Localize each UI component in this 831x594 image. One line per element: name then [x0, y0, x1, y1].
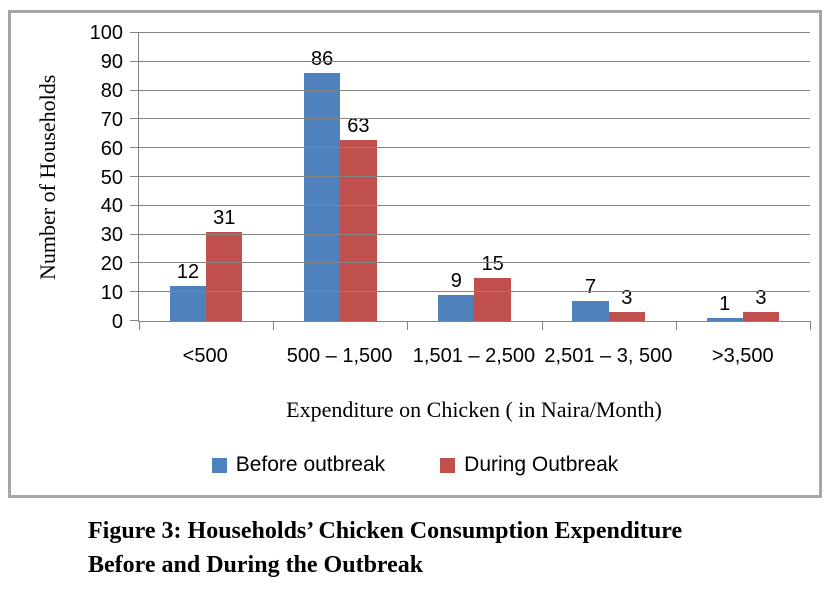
- legend: Before outbreak During Outbreak: [11, 453, 819, 477]
- data-label: 31: [213, 206, 236, 229]
- bars-row: 12 31 86 63 9 15 7 3 1 3: [139, 33, 810, 321]
- y-axis-tick-label: 40: [100, 195, 123, 218]
- gridline: [139, 32, 810, 33]
- legend-item: During Outbreak: [440, 453, 618, 477]
- data-label: 9: [450, 270, 462, 293]
- y-axis-tick-label: 0: [111, 311, 123, 333]
- x-axis-tick: [675, 321, 677, 330]
- data-label: 1: [719, 293, 731, 316]
- data-label: 7: [584, 275, 597, 298]
- y-axis-tick: [130, 262, 139, 264]
- legend-label: Before outbreak: [235, 453, 386, 476]
- y-axis-tick: [130, 89, 139, 91]
- y-axis-tick-label: 90: [100, 50, 123, 73]
- y-axis-tick-label: 10: [100, 282, 123, 305]
- x-axis-tick: [139, 321, 140, 330]
- y-axis-tick-label: 80: [100, 79, 123, 102]
- gridline: [139, 60, 810, 62]
- x-axis-title: Expenditure on Chicken ( in Naira/Month): [286, 397, 662, 422]
- figure-caption-line-1: Figure 3: Households’ Chicken Consumptio…: [88, 518, 683, 544]
- data-label: 15: [481, 252, 504, 275]
- x-axis-tick-labels: <500 500 – 1,500 1,501 – 2,500 2,501 – 3, 5…: [138, 345, 810, 368]
- gridline: [139, 233, 810, 235]
- y-axis-tick-labels: 0 10 20 30 40 50 60 70 80 90 100: [67, 23, 123, 332]
- y-axis-tick: [130, 60, 139, 62]
- y-axis-tick: [130, 32, 139, 33]
- bar: 15: [474, 254, 511, 321]
- legend-swatch-icon: [440, 457, 456, 473]
- gridline: [139, 262, 810, 264]
- data-label: 3: [621, 287, 633, 310]
- x-axis-tick: [407, 321, 409, 330]
- legend-swatch-icon: [211, 457, 227, 473]
- gridline: [139, 291, 810, 293]
- y-axis-tick-label: 100: [89, 22, 123, 44]
- y-axis-tick: [130, 147, 139, 149]
- data-label: 63: [347, 114, 370, 137]
- y-axis-tick-label: 60: [100, 137, 123, 160]
- data-label: 12: [176, 261, 200, 284]
- y-axis-title: Number of Households: [35, 74, 60, 281]
- y-axis-tick-label: 30: [100, 224, 123, 247]
- x-axis-tick: [541, 321, 543, 330]
- x-axis-tick: [810, 321, 811, 330]
- category-group: 12 31: [139, 33, 273, 321]
- plot-area: 12 31 86 63 9 15 7 3 1 3: [130, 32, 811, 330]
- y-axis-tick: [130, 320, 139, 321]
- y-axis-tick: [130, 176, 139, 177]
- y-axis-tick-label: 20: [100, 253, 123, 276]
- gridline: [139, 204, 810, 206]
- y-axis-tick: [130, 204, 139, 206]
- category-group: 9 15: [407, 33, 541, 321]
- bar: 9: [438, 271, 475, 321]
- bar: 1: [706, 294, 743, 321]
- chart-frame: Number of Households 0 10 20 30 40 50 60 70 80 90…: [8, 10, 822, 498]
- data-label: 3: [755, 287, 767, 310]
- y-axis-tick-label: 50: [100, 166, 123, 189]
- legend-label: During Outbreak: [464, 453, 619, 476]
- bar: 63: [340, 116, 377, 321]
- y-axis-tick: [130, 291, 139, 293]
- gridline: [139, 118, 810, 120]
- y-axis-tick: [130, 233, 139, 235]
- y-axis-tick-label: 70: [100, 108, 123, 131]
- x-axis-tick-label: >3,500: [711, 345, 774, 367]
- gridline: [139, 176, 810, 177]
- x-axis-tick-label: 2,501 – 3, 500: [544, 345, 673, 367]
- bar: 31: [206, 208, 243, 321]
- bar: 3: [742, 288, 780, 321]
- x-axis-tick-label: 1,501 – 2,500: [412, 345, 536, 367]
- figure-caption: Figure 3: Households’ Chicken Consumptio…: [88, 514, 798, 582]
- category-group: 86 63: [273, 33, 407, 321]
- gridline: [139, 147, 810, 149]
- figure-caption-line-2: Before and During the Outbreak: [88, 552, 424, 578]
- bar: 3: [608, 288, 645, 321]
- gridline: [139, 89, 810, 91]
- bar: 86: [304, 49, 341, 321]
- y-axis-tick: [130, 118, 139, 120]
- x-axis-tick: [273, 321, 275, 330]
- bar: 12: [169, 262, 207, 321]
- x-axis-tick-label: <500: [182, 345, 228, 367]
- data-label: 86: [311, 48, 334, 71]
- x-axis-tick-label: 500 – 1,500: [286, 345, 393, 367]
- bar: 7: [572, 277, 609, 321]
- legend-item: Before outbreak: [211, 453, 386, 477]
